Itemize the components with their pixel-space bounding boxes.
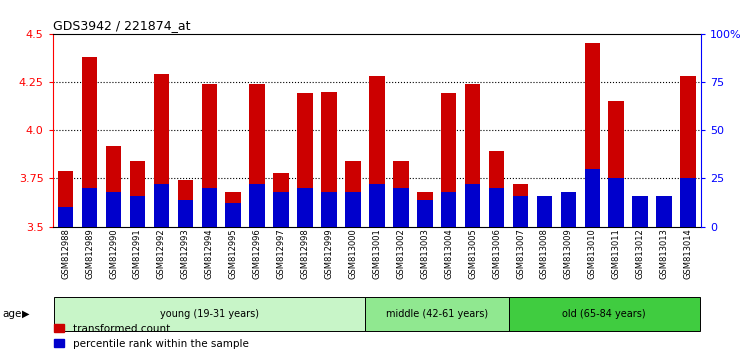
Bar <box>130 161 146 227</box>
Bar <box>273 192 289 227</box>
Bar <box>608 101 624 227</box>
Text: middle (42-61 years): middle (42-61 years) <box>386 309 488 319</box>
Bar <box>345 161 361 227</box>
Bar <box>656 196 672 227</box>
Bar <box>58 207 74 227</box>
Bar <box>393 188 409 227</box>
Bar <box>321 192 337 227</box>
Bar <box>632 209 648 227</box>
Bar <box>489 188 504 227</box>
Bar <box>321 92 337 227</box>
Bar <box>106 145 122 227</box>
Bar <box>202 84 217 227</box>
Bar <box>537 196 552 227</box>
Bar <box>226 204 241 227</box>
Bar <box>417 200 433 227</box>
Text: age: age <box>2 309 22 319</box>
Bar <box>250 84 265 227</box>
Bar <box>369 76 385 227</box>
Bar <box>82 188 98 227</box>
Bar <box>250 184 265 227</box>
Bar <box>513 184 528 227</box>
Text: old (65-84 years): old (65-84 years) <box>562 309 646 319</box>
Bar <box>656 204 672 227</box>
Bar <box>560 192 576 227</box>
Bar <box>465 84 481 227</box>
Bar <box>154 74 170 227</box>
Text: ▶: ▶ <box>22 309 29 319</box>
Legend: transformed count, percentile rank within the sample: transformed count, percentile rank withi… <box>54 324 248 349</box>
Bar <box>273 172 289 227</box>
Bar <box>513 196 528 227</box>
Bar <box>154 184 170 227</box>
Bar <box>226 192 241 227</box>
Bar <box>297 188 313 227</box>
Bar <box>465 184 481 227</box>
Bar <box>202 188 217 227</box>
Bar <box>632 196 648 227</box>
Bar <box>106 192 122 227</box>
Bar <box>560 201 576 227</box>
Bar <box>178 200 194 227</box>
Bar <box>178 180 194 227</box>
Bar <box>441 93 457 227</box>
Bar <box>58 171 74 227</box>
Bar <box>441 192 457 227</box>
Bar <box>130 196 146 227</box>
Bar <box>584 169 600 227</box>
Bar <box>537 207 552 227</box>
Text: young (19-31 years): young (19-31 years) <box>160 309 259 319</box>
Bar <box>584 43 600 227</box>
Bar <box>82 57 98 227</box>
Text: GDS3942 / 221874_at: GDS3942 / 221874_at <box>53 19 190 33</box>
Bar <box>608 178 624 227</box>
Bar <box>297 93 313 227</box>
Bar <box>680 178 696 227</box>
Bar <box>680 76 696 227</box>
Bar <box>369 184 385 227</box>
Bar <box>393 161 409 227</box>
Bar <box>489 151 504 227</box>
Bar <box>417 192 433 227</box>
Bar <box>345 192 361 227</box>
